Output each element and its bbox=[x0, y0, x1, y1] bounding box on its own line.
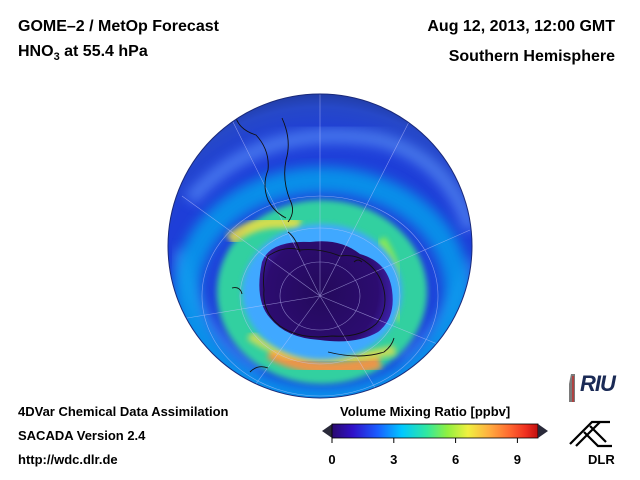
colorbar-title: Volume Mixing Ratio [ppbv] bbox=[340, 404, 511, 419]
region-label: Southern Hemisphere bbox=[448, 48, 615, 65]
meridian-line bbox=[319, 229, 471, 297]
yellow-band-north bbox=[226, 216, 302, 245]
south-america-coastline-east bbox=[281, 117, 293, 223]
species-subscript: 3 bbox=[53, 51, 60, 64]
antarctica-coastline bbox=[263, 248, 386, 338]
dlr-logo-icon bbox=[569, 420, 612, 448]
outer-band-upper bbox=[184, 129, 472, 233]
colorbar-tick-label: 9 bbox=[513, 452, 522, 467]
forecast-datetime: Aug 12, 2013, 12:00 GMT bbox=[427, 18, 615, 35]
species-label: HNO bbox=[18, 43, 54, 60]
colorbar-gradient bbox=[331, 423, 539, 439]
orange-band-south bbox=[266, 345, 382, 376]
coastlines bbox=[231, 117, 449, 373]
africa-coastline bbox=[437, 119, 449, 129]
meridian-line bbox=[174, 295, 321, 321]
colorbar-tick-marks bbox=[331, 438, 518, 443]
polar-globe-map bbox=[167, 93, 473, 399]
antarctic-peninsula bbox=[287, 231, 301, 253]
colorbar-tick-label: 0 bbox=[328, 452, 336, 467]
assimilation-label: 4DVar Chemical Data Assimilation bbox=[18, 404, 229, 419]
map-subtitle: HNO3 at 55.4 hPa bbox=[18, 43, 148, 63]
south-america-coastline bbox=[235, 117, 287, 219]
colorbar bbox=[322, 423, 548, 443]
colorbar-min-arrow bbox=[322, 424, 332, 438]
version-label: SACADA Version 2.4 bbox=[18, 428, 146, 443]
riu-logo-text: RIU bbox=[580, 371, 616, 396]
meridian-line bbox=[319, 295, 453, 351]
map-title: GOME–2 / MetOp Forecast bbox=[18, 18, 219, 35]
graticule bbox=[174, 94, 471, 397]
colorbar-max-arrow bbox=[538, 424, 548, 438]
riu-logo-icon bbox=[569, 374, 575, 402]
meridian-line bbox=[319, 119, 411, 297]
colorbar-tick-label: 3 bbox=[390, 452, 398, 467]
meridian-line bbox=[319, 295, 381, 397]
meridian-line bbox=[249, 295, 321, 393]
dlr-logo-text: DLR bbox=[588, 452, 615, 467]
pressure-label: at 55.4 hPa bbox=[59, 43, 148, 60]
meridian-line bbox=[231, 119, 321, 297]
island-coastline bbox=[249, 366, 269, 373]
source-url[interactable]: http://wdc.dlr.de bbox=[18, 452, 118, 467]
polar-vortex-core bbox=[259, 241, 393, 342]
island-coastline bbox=[231, 287, 243, 295]
ice-shelf-coastline bbox=[353, 259, 363, 263]
globe-outline bbox=[167, 93, 473, 399]
colorbar-tick-label: 6 bbox=[451, 452, 460, 467]
meridian-line bbox=[181, 195, 321, 297]
australia-coastline bbox=[327, 337, 395, 357]
cyan-belt bbox=[174, 167, 470, 398]
